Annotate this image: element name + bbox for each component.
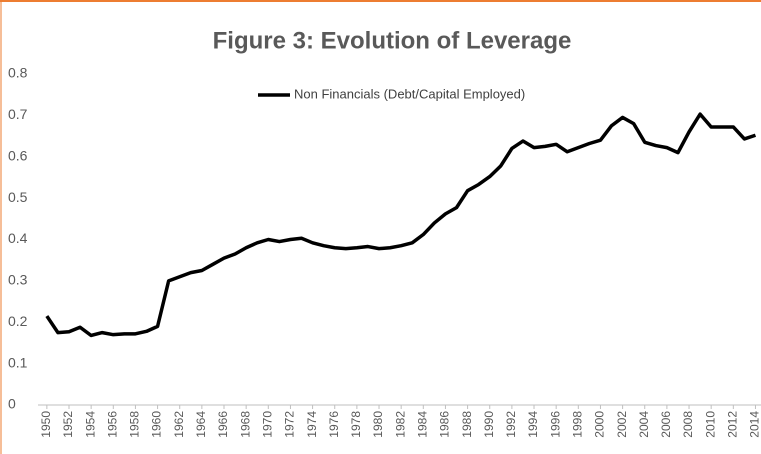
y-tick-label: 0.5 — [8, 189, 28, 205]
x-tick-label: 1984 — [415, 411, 429, 438]
y-tick-label: 0 — [8, 396, 16, 412]
x-tick-label: 1966 — [216, 411, 230, 438]
x-tick-label: 1952 — [61, 411, 75, 438]
x-tick-label: 1970 — [260, 411, 274, 438]
x-tick-label: 2014 — [748, 411, 761, 438]
x-tick-label: 1956 — [105, 411, 119, 438]
x-tick-label: 2010 — [703, 411, 717, 438]
x-tick-label: 1972 — [283, 411, 297, 438]
x-tick-label: 2004 — [637, 411, 651, 438]
x-tick-label: 1996 — [548, 411, 562, 438]
legend-label: Non Financials (Debt/Capital Employed) — [294, 86, 525, 101]
y-tick-label: 0.4 — [8, 230, 28, 246]
y-tick-label: 0.1 — [8, 354, 28, 370]
x-tick-label: 2000 — [593, 411, 607, 438]
x-tick-label: 2008 — [681, 411, 695, 438]
x-tick-label: 1964 — [194, 411, 208, 438]
x-tick-label: 1974 — [305, 411, 319, 438]
y-tick-label: 0.2 — [8, 313, 28, 329]
x-tick-label: 1968 — [238, 411, 252, 438]
x-tick-label: 1962 — [172, 411, 186, 438]
y-tick-label: 0.8 — [8, 65, 28, 81]
x-tick-label: 1978 — [349, 411, 363, 438]
x-tick-label: 1980 — [371, 411, 385, 438]
x-tick-label: 1950 — [39, 411, 53, 438]
x-tick-label: 1988 — [460, 411, 474, 438]
y-tick-label: 0.6 — [8, 147, 28, 163]
x-tick-label: 2006 — [659, 411, 673, 438]
data-line — [45, 112, 757, 338]
x-tick-label: 1960 — [150, 411, 164, 438]
x-tick-label: 1954 — [83, 411, 97, 438]
x-tick-label: 1998 — [570, 411, 584, 438]
x-tick-label: 1992 — [504, 411, 518, 438]
x-tick-label: 1994 — [526, 411, 540, 438]
y-tick-label: 0.3 — [8, 272, 28, 288]
y-tick-label: 0.7 — [8, 106, 28, 122]
chart-title: Figure 3: Evolution of Leverage — [213, 27, 572, 54]
x-tick-label: 2012 — [725, 411, 739, 438]
x-tick-label: 1982 — [393, 411, 407, 438]
x-tick-label: 1990 — [482, 411, 496, 438]
x-tick-label: 1958 — [128, 411, 142, 438]
x-tick-label: 1976 — [327, 411, 341, 438]
x-tick-label: 1986 — [438, 411, 452, 438]
x-tick-label: 2002 — [615, 411, 629, 438]
